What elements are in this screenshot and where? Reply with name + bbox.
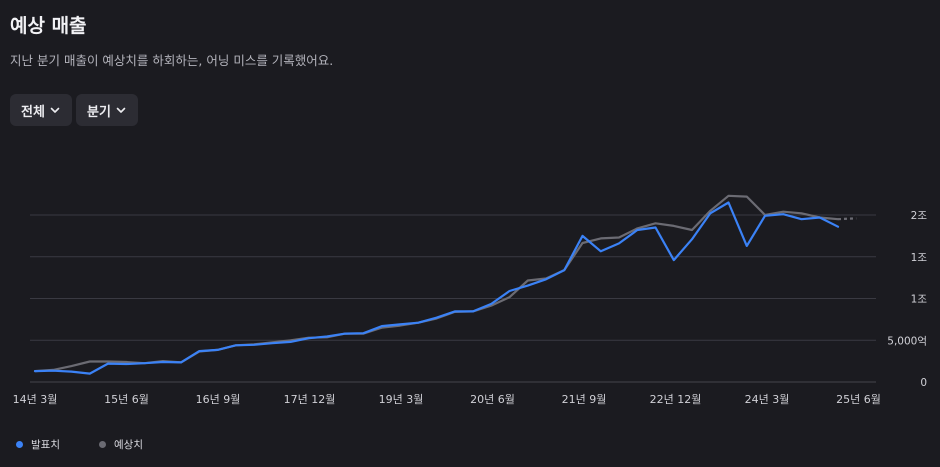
interval-filter-button[interactable]: 분기 <box>76 94 138 126</box>
x-tick-label: 21년 9월 <box>562 393 607 406</box>
page-subtitle: 지난 분기 매출이 예상치를 하회하는, 어닝 미스를 기록했어요. <box>10 53 334 68</box>
x-tick-label: 22년 12월 <box>650 393 702 406</box>
x-tick-label: 15년 6월 <box>104 393 149 406</box>
y-tick-label: 1조 <box>911 252 928 264</box>
grid-lines <box>30 214 876 383</box>
chevron-down-icon <box>50 107 60 113</box>
series-line-actual <box>33 201 840 375</box>
x-tick-label: 19년 3월 <box>379 393 424 406</box>
legend-item-estimate[interactable]: 예상치 <box>99 437 143 452</box>
y-tick-label: 1조 <box>911 294 928 306</box>
series-line-estimate <box>33 194 840 373</box>
y-tick-label: 0 <box>920 377 927 389</box>
legend-item-actual[interactable]: 발표치 <box>16 437 60 452</box>
x-tick-label: 24년 3월 <box>745 393 790 406</box>
y-axis-ticks: 0 5,000억 1조 1조 2조 <box>887 210 927 389</box>
series-lines <box>33 194 857 375</box>
chevron-down-icon <box>116 107 126 113</box>
period-filter-button[interactable]: 전체 <box>10 94 72 126</box>
x-tick-label: 20년 6월 <box>470 393 515 406</box>
x-tick-label: 14년 3월 <box>13 393 58 406</box>
x-tick-label: 17년 12월 <box>284 393 336 406</box>
legend-label-estimate: 예상치 <box>114 439 143 451</box>
x-tick-label: 25년 6월 <box>836 393 881 406</box>
y-tick-label: 2조 <box>911 210 928 222</box>
period-filter-label: 전체 <box>21 104 45 120</box>
y-tick-label: 5,000억 <box>887 335 927 347</box>
series-line-estimate-forecast <box>837 217 857 221</box>
x-axis-ticks: 14년 3월 15년 6월 16년 9월 17년 12월 19년 3월 20년 6월 21년… <box>13 393 881 406</box>
legend-swatch-estimate <box>99 441 106 448</box>
interval-filter-label: 분기 <box>87 104 111 120</box>
page-title: 예상 매출 <box>10 15 87 37</box>
x-tick-label: 16년 9월 <box>196 393 241 406</box>
legend-label-actual: 발표치 <box>31 439 60 451</box>
legend-swatch-actual <box>16 441 23 448</box>
